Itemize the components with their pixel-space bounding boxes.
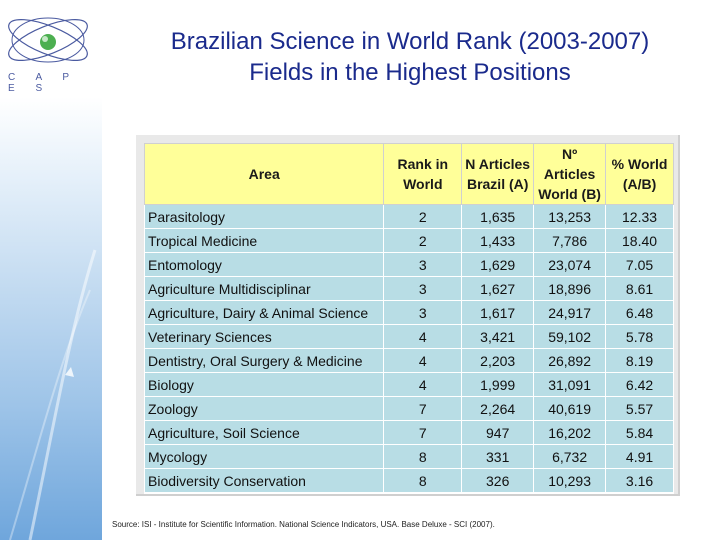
cell-rank: 7 xyxy=(383,420,463,445)
cell-percent-world: 6.48 xyxy=(605,300,674,325)
cell-articles-brazil: 1,629 xyxy=(461,252,535,277)
cell-rank: 3 xyxy=(383,276,463,301)
cell-articles-world: 6,732 xyxy=(533,444,607,469)
table-row: Veterinary Sciences 4 3,421 59,102 5.78 xyxy=(143,324,674,349)
cell-percent-world: 6.42 xyxy=(605,372,674,397)
cell-percent-world: 7.05 xyxy=(605,252,674,277)
table-header-row: Area Rank in World N Articles Brazil (A) N… xyxy=(143,143,674,205)
cell-percent-world: 8.19 xyxy=(605,348,674,373)
cell-articles-brazil: 1,627 xyxy=(461,276,535,301)
cell-area: Biodiversity Conservation xyxy=(143,468,385,494)
table-row: Dentistry, Oral Surgery & Medicine 4 2,203… xyxy=(143,348,674,373)
header-rank: Rank in World xyxy=(383,143,463,205)
cell-area: Agriculture, Soil Science xyxy=(143,420,385,445)
cell-articles-world: 13,253 xyxy=(533,204,607,229)
ranking-table-frame: Area Rank in World N Articles Brazil (A) N… xyxy=(136,135,680,496)
cell-articles-brazil: 331 xyxy=(461,444,535,469)
capes-logo-text: C A P E S xyxy=(8,72,78,94)
cell-articles-world: 16,202 xyxy=(533,420,607,445)
cell-area: Veterinary Sciences xyxy=(143,324,385,349)
cell-area: Parasitology xyxy=(143,204,385,229)
source-note: Source: ISI - Institute for Scientific I… xyxy=(112,520,495,529)
header-area: Area xyxy=(143,143,385,205)
cell-percent-world: 5.57 xyxy=(605,396,674,421)
cell-rank: 3 xyxy=(383,252,463,277)
capes-logo: C A P E S xyxy=(0,0,102,95)
decorative-side-band xyxy=(0,0,102,540)
cell-articles-brazil: 1,433 xyxy=(461,228,535,253)
cell-articles-world: 24,917 xyxy=(533,300,607,325)
cell-area: Dentistry, Oral Surgery & Medicine xyxy=(143,348,385,373)
cell-articles-world: 31,091 xyxy=(533,372,607,397)
cell-area: Mycology xyxy=(143,444,385,469)
cell-percent-world: 5.78 xyxy=(605,324,674,349)
cell-rank: 4 xyxy=(383,324,463,349)
cell-rank: 8 xyxy=(383,444,463,469)
table-row: Biodiversity Conservation 8 326 10,293 3.16 xyxy=(143,468,674,494)
cell-rank: 8 xyxy=(383,468,463,494)
cell-articles-brazil: 3,421 xyxy=(461,324,535,349)
table-row: Parasitology 2 1,635 13,253 12.33 xyxy=(143,204,674,229)
cell-articles-brazil: 1,635 xyxy=(461,204,535,229)
cell-articles-brazil: 1,999 xyxy=(461,372,535,397)
cell-articles-world: 18,896 xyxy=(533,276,607,301)
cell-rank: 4 xyxy=(383,348,463,373)
cell-percent-world: 18.40 xyxy=(605,228,674,253)
cell-area: Biology xyxy=(143,372,385,397)
cell-percent-world: 8.61 xyxy=(605,276,674,301)
decorative-swoosh xyxy=(9,249,97,540)
table-row: Entomology 3 1,629 23,074 7.05 xyxy=(143,252,674,277)
cell-rank: 7 xyxy=(383,396,463,421)
title-line-2: Fields in the Highest Positions xyxy=(249,59,571,86)
table-row: Zoology 7 2,264 40,619 5.57 xyxy=(143,396,674,421)
cell-articles-world: 59,102 xyxy=(533,324,607,349)
cell-percent-world: 4.91 xyxy=(605,444,674,469)
cell-articles-brazil: 947 xyxy=(461,420,535,445)
cell-articles-world: 10,293 xyxy=(533,468,607,494)
cell-articles-brazil: 1,617 xyxy=(461,300,535,325)
cell-articles-brazil: 2,264 xyxy=(461,396,535,421)
cell-rank: 2 xyxy=(383,228,463,253)
table-row: Mycology 8 331 6,732 4.91 xyxy=(143,444,674,469)
cell-articles-world: 26,892 xyxy=(533,348,607,373)
header-percent-world: % World (A/B) xyxy=(605,143,674,205)
table-row: Agriculture Multidisciplinar 3 1,627 18,896… xyxy=(143,276,674,301)
slide-title: Brazilian Science in World Rank (2003-20… xyxy=(110,26,710,88)
cell-articles-brazil: 326 xyxy=(461,468,535,494)
header-articles-brazil: N Articles Brazil (A) xyxy=(461,143,535,205)
cell-articles-world: 7,786 xyxy=(533,228,607,253)
cell-rank: 2 xyxy=(383,204,463,229)
cell-area: Agriculture, Dairy & Animal Science xyxy=(143,300,385,325)
cell-articles-world: 40,619 xyxy=(533,396,607,421)
cell-percent-world: 12.33 xyxy=(605,204,674,229)
ranking-table: Area Rank in World N Articles Brazil (A) N… xyxy=(143,143,674,494)
table-row: Agriculture, Dairy & Animal Science 3 1,61… xyxy=(143,300,674,325)
cell-area: Agriculture Multidisciplinar xyxy=(143,276,385,301)
cell-rank: 3 xyxy=(383,300,463,325)
cell-area: Zoology xyxy=(143,396,385,421)
table-row: Tropical Medicine 2 1,433 7,786 18.40 xyxy=(143,228,674,253)
header-articles-world: Nº Articles World (B) xyxy=(533,143,607,205)
table-row: Agriculture, Soil Science 7 947 16,202 5.84 xyxy=(143,420,674,445)
cell-percent-world: 5.84 xyxy=(605,420,674,445)
cell-area: Entomology xyxy=(143,252,385,277)
capes-logo-globe xyxy=(8,17,88,63)
title-line-1: Brazilian Science in World Rank (2003-20… xyxy=(170,28,650,55)
cell-percent-world: 3.16 xyxy=(605,468,674,494)
cell-rank: 4 xyxy=(383,372,463,397)
cell-articles-brazil: 2,203 xyxy=(461,348,535,373)
cell-articles-world: 23,074 xyxy=(533,252,607,277)
table-row: Biology 4 1,999 31,091 6.42 xyxy=(143,372,674,397)
cell-area: Tropical Medicine xyxy=(143,228,385,253)
